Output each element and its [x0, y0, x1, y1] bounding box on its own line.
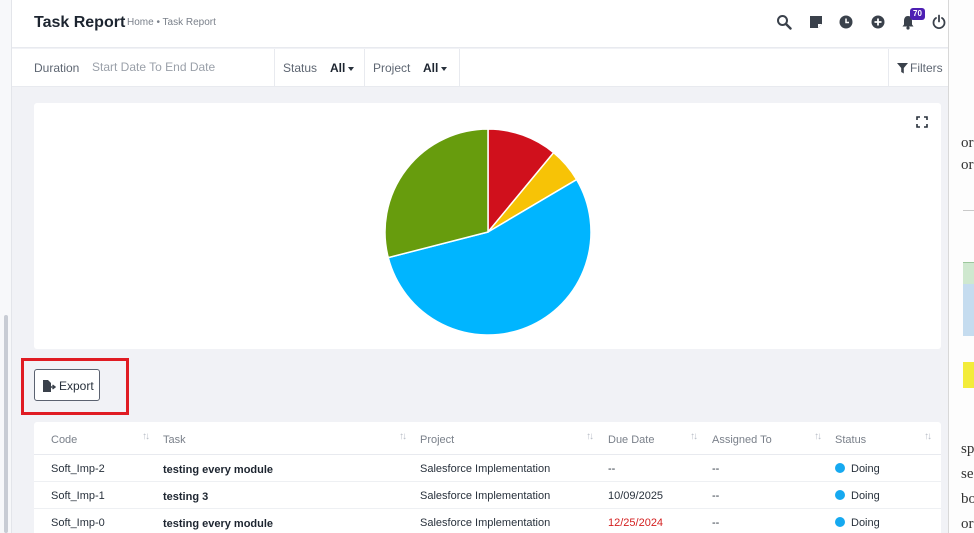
cell-code: Soft_Imp-1 [51, 490, 105, 502]
column-header-assigned-to[interactable]: Assigned To [712, 434, 772, 446]
cell-project: Salesforce Implementation [420, 463, 551, 475]
status-dot-icon [835, 490, 845, 500]
filter-bar: Duration Start Date To End Date Status A… [12, 49, 948, 87]
export-label: Export [59, 379, 94, 393]
background-text: bo [961, 491, 974, 507]
task-table: Code ↑↓ Task ↑↓ Project ↑↓ Due Date ↑↓ A… [34, 422, 941, 533]
table-row[interactable]: Soft_Imp-0 testing every module Salesfor… [34, 509, 941, 533]
notification-badge: 70 [910, 8, 925, 20]
project-dropdown[interactable]: All [423, 61, 448, 75]
status-label: Status [283, 61, 318, 75]
cell-code: Soft_Imp-0 [51, 517, 105, 529]
export-button[interactable]: Export [34, 369, 100, 401]
status-dropdown[interactable]: All [330, 61, 355, 75]
project-filter[interactable]: Project All [365, 49, 460, 87]
left-panel-edge [0, 0, 12, 533]
background-text: or [961, 157, 974, 173]
clock-icon[interactable] [838, 14, 854, 30]
table-row[interactable]: Soft_Imp-1 testing 3 Salesforce Implemen… [34, 482, 941, 509]
chevron-down-icon [441, 66, 448, 71]
cell-due-date: -- [608, 463, 616, 475]
column-header-project[interactable]: Project [420, 434, 455, 446]
column-header-code[interactable]: Code [51, 434, 78, 446]
column-header-due-date[interactable]: Due Date [608, 434, 655, 446]
cell-due-date: 12/25/2024 [608, 517, 664, 529]
cell-status: Doing [835, 463, 880, 475]
cell-project: Salesforce Implementation [420, 517, 551, 529]
background-band [963, 262, 974, 284]
fullscreen-icon[interactable] [915, 115, 929, 129]
cell-assigned-to: -- [712, 463, 720, 475]
date-range-input[interactable]: Start Date To End Date [92, 60, 216, 74]
status-dot-icon [835, 517, 845, 527]
pie-chart [384, 128, 592, 336]
status-filter[interactable]: Status All [275, 49, 365, 87]
sort-icon[interactable]: ↑↓ [690, 431, 698, 442]
cell-task[interactable]: testing every module [163, 518, 274, 530]
cell-task[interactable]: testing 3 [163, 491, 209, 503]
scrollbar-thumb[interactable] [4, 315, 8, 533]
background-text: se [961, 466, 974, 482]
sort-icon[interactable]: ↑↓ [142, 431, 150, 442]
highlight-annotation [21, 358, 129, 415]
background-text: or [961, 135, 974, 151]
table-header: Code ↑↓ Task ↑↓ Project ↑↓ Due Date ↑↓ A… [34, 422, 941, 455]
background-band [963, 284, 974, 336]
cell-task[interactable]: testing every module [163, 464, 274, 476]
duration-filter[interactable]: Duration Start Date To End Date [12, 49, 275, 87]
page-title: Task Report [34, 14, 126, 31]
export-file-icon [43, 380, 56, 392]
sort-icon[interactable]: ↑↓ [924, 431, 932, 442]
sort-icon[interactable]: ↑↓ [814, 431, 822, 442]
sticky-note-icon[interactable] [808, 14, 824, 30]
cell-due-date: 10/09/2025 [608, 490, 664, 502]
cell-status: Doing [835, 517, 880, 529]
page-header: Task Report Home • Task Report 70 [12, 0, 948, 48]
status-dot-icon [835, 463, 845, 473]
cell-status: Doing [835, 490, 880, 502]
cell-project: Salesforce Implementation [420, 490, 551, 502]
column-header-status[interactable]: Status [835, 434, 867, 446]
background-text: sp [961, 441, 974, 457]
chart-card [34, 103, 941, 349]
search-icon[interactable] [776, 14, 792, 30]
column-header-task[interactable]: Task [163, 434, 186, 446]
chevron-down-icon [348, 66, 355, 71]
funnel-icon [897, 63, 908, 74]
cell-assigned-to: -- [712, 517, 720, 529]
project-label: Project [373, 61, 411, 75]
filters-label: Filters [910, 61, 943, 75]
breadcrumb[interactable]: Home • Task Report [127, 17, 216, 28]
cell-code: Soft_Imp-2 [51, 463, 105, 475]
background-window-edge: or or sp se bo or [948, 0, 974, 533]
background-text: or [961, 516, 974, 532]
cell-assigned-to: -- [712, 490, 720, 502]
sort-icon[interactable]: ↑↓ [586, 431, 594, 442]
background-band [963, 362, 974, 388]
duration-label: Duration [34, 61, 80, 75]
pie-slice-blue[interactable] [387, 178, 592, 336]
filters-button[interactable]: Filters [888, 49, 948, 87]
sort-icon[interactable]: ↑↓ [399, 431, 407, 442]
add-circle-icon[interactable] [870, 14, 886, 30]
pie-slice-red[interactable] [487, 128, 555, 235]
pie-slice-green[interactable] [384, 128, 489, 259]
table-row[interactable]: Soft_Imp-2 testing every module Salesfor… [34, 455, 941, 482]
power-icon[interactable] [931, 14, 947, 30]
